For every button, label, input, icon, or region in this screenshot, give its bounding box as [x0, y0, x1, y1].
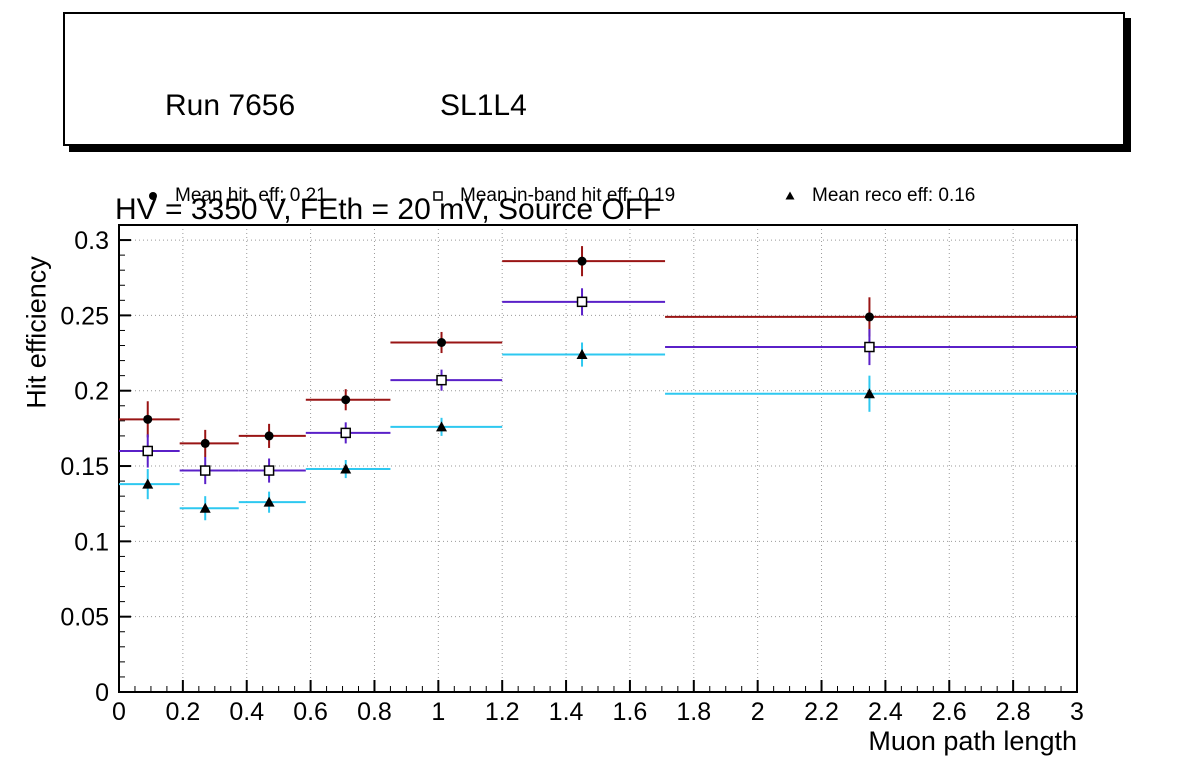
x-tick-label: 1.8: [676, 698, 711, 726]
legend-label-mean-hit-eff: Mean hit eff: 0.21: [175, 185, 327, 206]
x-tick-label: 1.2: [485, 698, 520, 726]
marker-filled-circle: [437, 338, 447, 348]
x-tick-label: 0.4: [229, 698, 264, 726]
y-tick-label: 0.15: [60, 453, 109, 481]
marker-filled-triangle: [142, 478, 154, 489]
marker-filled-circle: [341, 395, 351, 405]
legend-item-mean-reco-eff: Mean reco eff: 0.16: [782, 185, 975, 207]
y-tick-label: 0.1: [74, 528, 109, 556]
legend-item-mean-hit-eff: Mean hit eff: 0.21: [145, 185, 327, 207]
marker-filled-triangle: [863, 388, 875, 399]
x-tick-label: 2.8: [996, 698, 1031, 726]
conditions-label: HV = 3350 V, FEth = 20 mV, Source OFF: [115, 193, 662, 226]
marker-open-square: [340, 427, 351, 439]
chamber-label: SL1L4: [440, 89, 527, 122]
series-mean-hit-eff: [119, 246, 1077, 457]
marker-filled-triangle: [263, 496, 275, 507]
y-axis-title: Hit efficiency: [21, 256, 52, 409]
filled-triangle-icon: [782, 188, 798, 204]
marker-filled-circle: [577, 256, 587, 266]
legend-label-mean-inband-hit-eff: Mean in-band hit eff: 0.19: [460, 185, 676, 206]
x-tick-label: 2.2: [804, 698, 839, 726]
marker-filled-circle: [864, 312, 874, 322]
marker-filled-triangle: [199, 502, 211, 513]
x-tick-label: 2.6: [932, 698, 967, 726]
x-tick-label: 2.4: [868, 698, 903, 726]
x-tick-label: 1.6: [613, 698, 648, 726]
marker-open-square: [864, 341, 875, 353]
x-tick-label: 0.6: [293, 698, 328, 726]
marker-filled-triangle: [576, 349, 588, 360]
series-mean-in-band-hit-eff: [119, 288, 1077, 485]
filled-circle-icon: [145, 188, 161, 204]
marker-open-square: [142, 445, 153, 457]
title-box: Run 7656 SL1L4 HV = 3350 V, FEth = 20 mV,…: [63, 12, 1125, 226]
series-mean-reco-eff: [119, 342, 1077, 521]
x-tick-label: 1: [431, 698, 445, 726]
legend-label-mean-reco-eff: Mean reco eff: 0.16: [812, 185, 976, 206]
marker-filled-triangle: [340, 463, 352, 474]
y-tick-label: 0: [95, 679, 109, 707]
marker-filled-circle: [143, 414, 153, 424]
y-tick-label: 0.2: [74, 378, 109, 406]
marker-open-square: [576, 296, 588, 308]
y-tick-label: 0.3: [74, 227, 109, 255]
title-line-1: Run 7656 SL1L4: [115, 28, 1123, 184]
x-tick-label: 0.2: [165, 698, 200, 726]
marker-open-square: [436, 374, 447, 386]
x-tick-label: 2: [751, 698, 765, 726]
x-tick-label: 0.8: [357, 698, 392, 726]
open-square-icon: [430, 188, 446, 204]
y-tick-label: 0.05: [60, 604, 109, 632]
marker-filled-triangle: [436, 421, 448, 432]
legend-item-mean-inband-hit-eff: Mean in-band hit eff: 0.19: [430, 185, 675, 207]
x-tick-label: 3: [1070, 698, 1084, 726]
x-tick-label: 0: [112, 698, 126, 726]
marker-filled-circle: [264, 431, 274, 441]
y-tick-label: 0.25: [60, 302, 109, 330]
x-tick-label: 1.4: [549, 698, 584, 726]
x-axis-title: Muon path length: [868, 726, 1077, 756]
plot-frame: [118, 224, 1078, 693]
run-label: Run 7656: [165, 89, 296, 122]
marker-filled-circle: [200, 438, 210, 448]
marker-open-square: [199, 465, 211, 476]
marker-open-square: [263, 465, 275, 476]
